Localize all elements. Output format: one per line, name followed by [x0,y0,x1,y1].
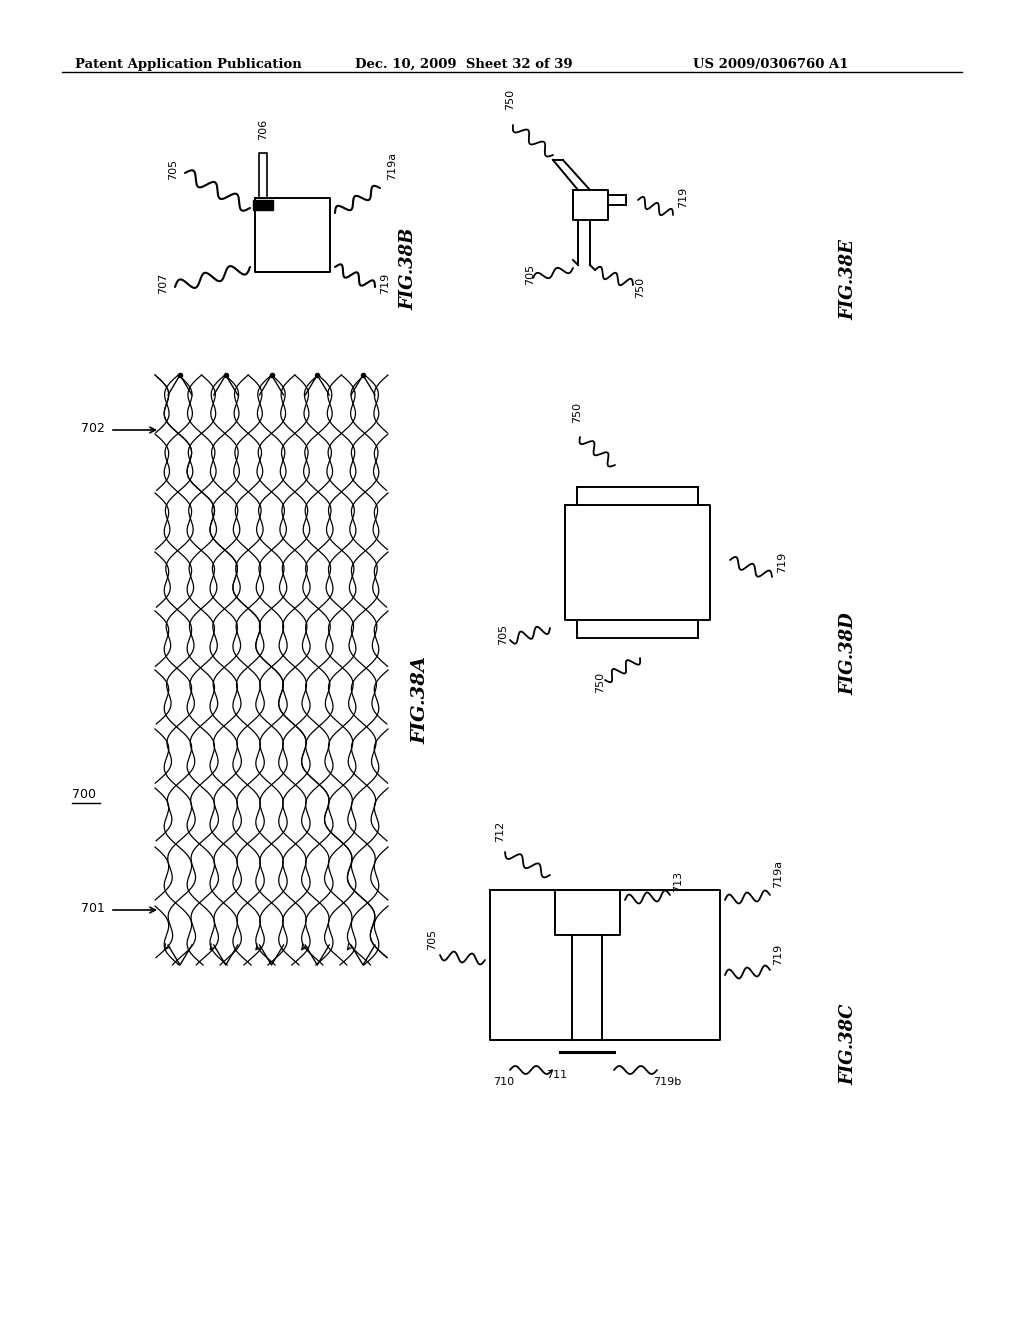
Text: 710: 710 [494,1077,515,1086]
Text: 705: 705 [168,158,178,180]
Text: 750: 750 [635,277,645,298]
Text: 719a: 719a [773,859,783,888]
Text: 711: 711 [547,1071,567,1080]
Text: FIG.38E: FIG.38E [839,239,857,319]
Text: 719: 719 [777,552,787,573]
Text: FIG.38D: FIG.38D [839,612,857,696]
Text: 705: 705 [427,929,437,950]
Text: FIG.38B: FIG.38B [399,227,417,310]
Text: 705: 705 [498,624,508,645]
Text: FIG.38A: FIG.38A [411,656,429,744]
Text: Patent Application Publication: Patent Application Publication [75,58,302,71]
Text: 702: 702 [81,421,105,434]
Text: 701: 701 [81,902,105,915]
Text: 719: 719 [678,186,688,209]
Polygon shape [253,201,273,210]
Text: 750: 750 [595,672,605,693]
Text: 707: 707 [158,273,168,294]
Text: 705: 705 [525,264,535,285]
Text: 713: 713 [673,871,683,892]
Text: 719: 719 [380,273,390,294]
Text: 719a: 719a [387,152,397,180]
Text: 719b: 719b [653,1077,681,1086]
Text: US 2009/0306760 A1: US 2009/0306760 A1 [693,58,849,71]
Text: FIG.38C: FIG.38C [839,1003,857,1085]
Text: 750: 750 [572,401,582,422]
Text: Dec. 10, 2009  Sheet 32 of 39: Dec. 10, 2009 Sheet 32 of 39 [355,58,572,71]
Text: 750: 750 [505,88,515,110]
Text: 719: 719 [773,944,783,965]
Text: 706: 706 [258,119,268,140]
Text: 700: 700 [72,788,96,801]
Text: 712: 712 [495,821,505,842]
